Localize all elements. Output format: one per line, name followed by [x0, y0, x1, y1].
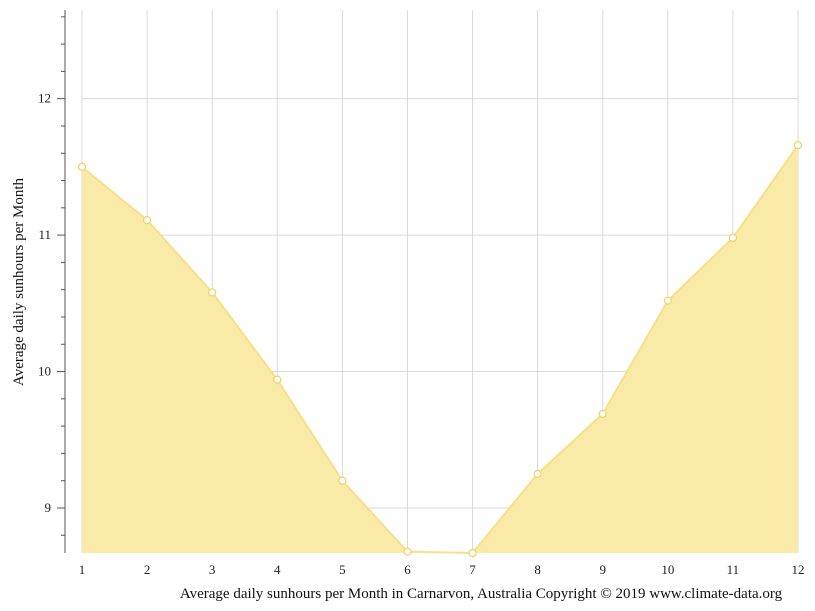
data-point-11[interactable] [728, 233, 738, 242]
data-point-3[interactable] [208, 288, 217, 297]
data-point-10[interactable] [663, 296, 672, 305]
x-tick-label-10: 10 [661, 562, 674, 577]
series-line [81, 144, 799, 555]
data-point-9[interactable] [598, 409, 607, 418]
x-tick-label-2: 2 [144, 562, 151, 577]
data-point-12[interactable] [793, 140, 803, 150]
y-tick-label-12: 12 [38, 91, 51, 106]
data-point-8[interactable] [533, 469, 542, 478]
data-point-5[interactable] [338, 476, 347, 485]
area-layer [81, 144, 799, 555]
x-tick-label-9: 9 [599, 562, 606, 577]
data-point-4[interactable] [273, 375, 282, 384]
x-axis-title: Average daily sunhours per Month in Carn… [180, 586, 783, 602]
data-point-1[interactable] [77, 162, 87, 171]
x-tick-label-11: 11 [727, 562, 740, 577]
x-tick-label-3: 3 [209, 562, 216, 577]
data-point-2[interactable] [142, 216, 152, 225]
x-tick-label-1: 1 [79, 562, 86, 577]
x-tick-label-8: 8 [534, 562, 541, 577]
y-axis-title: Average daily sunhours per Month [11, 178, 27, 387]
data-point-6[interactable] [403, 547, 412, 556]
points-layer [77, 140, 803, 558]
y-tick-label-11: 11 [38, 227, 51, 242]
y-tick-label-10: 10 [38, 364, 51, 379]
x-tick-label-12: 12 [792, 562, 805, 577]
x-tick-label-7: 7 [469, 562, 476, 577]
x-tick-label-5: 5 [339, 562, 346, 577]
data-point-7[interactable] [468, 548, 477, 558]
x-tick-label-6: 6 [404, 562, 411, 577]
y-tick-label-9: 9 [45, 500, 52, 515]
x-tick-label-4: 4 [274, 562, 281, 577]
series-area [82, 145, 798, 553]
